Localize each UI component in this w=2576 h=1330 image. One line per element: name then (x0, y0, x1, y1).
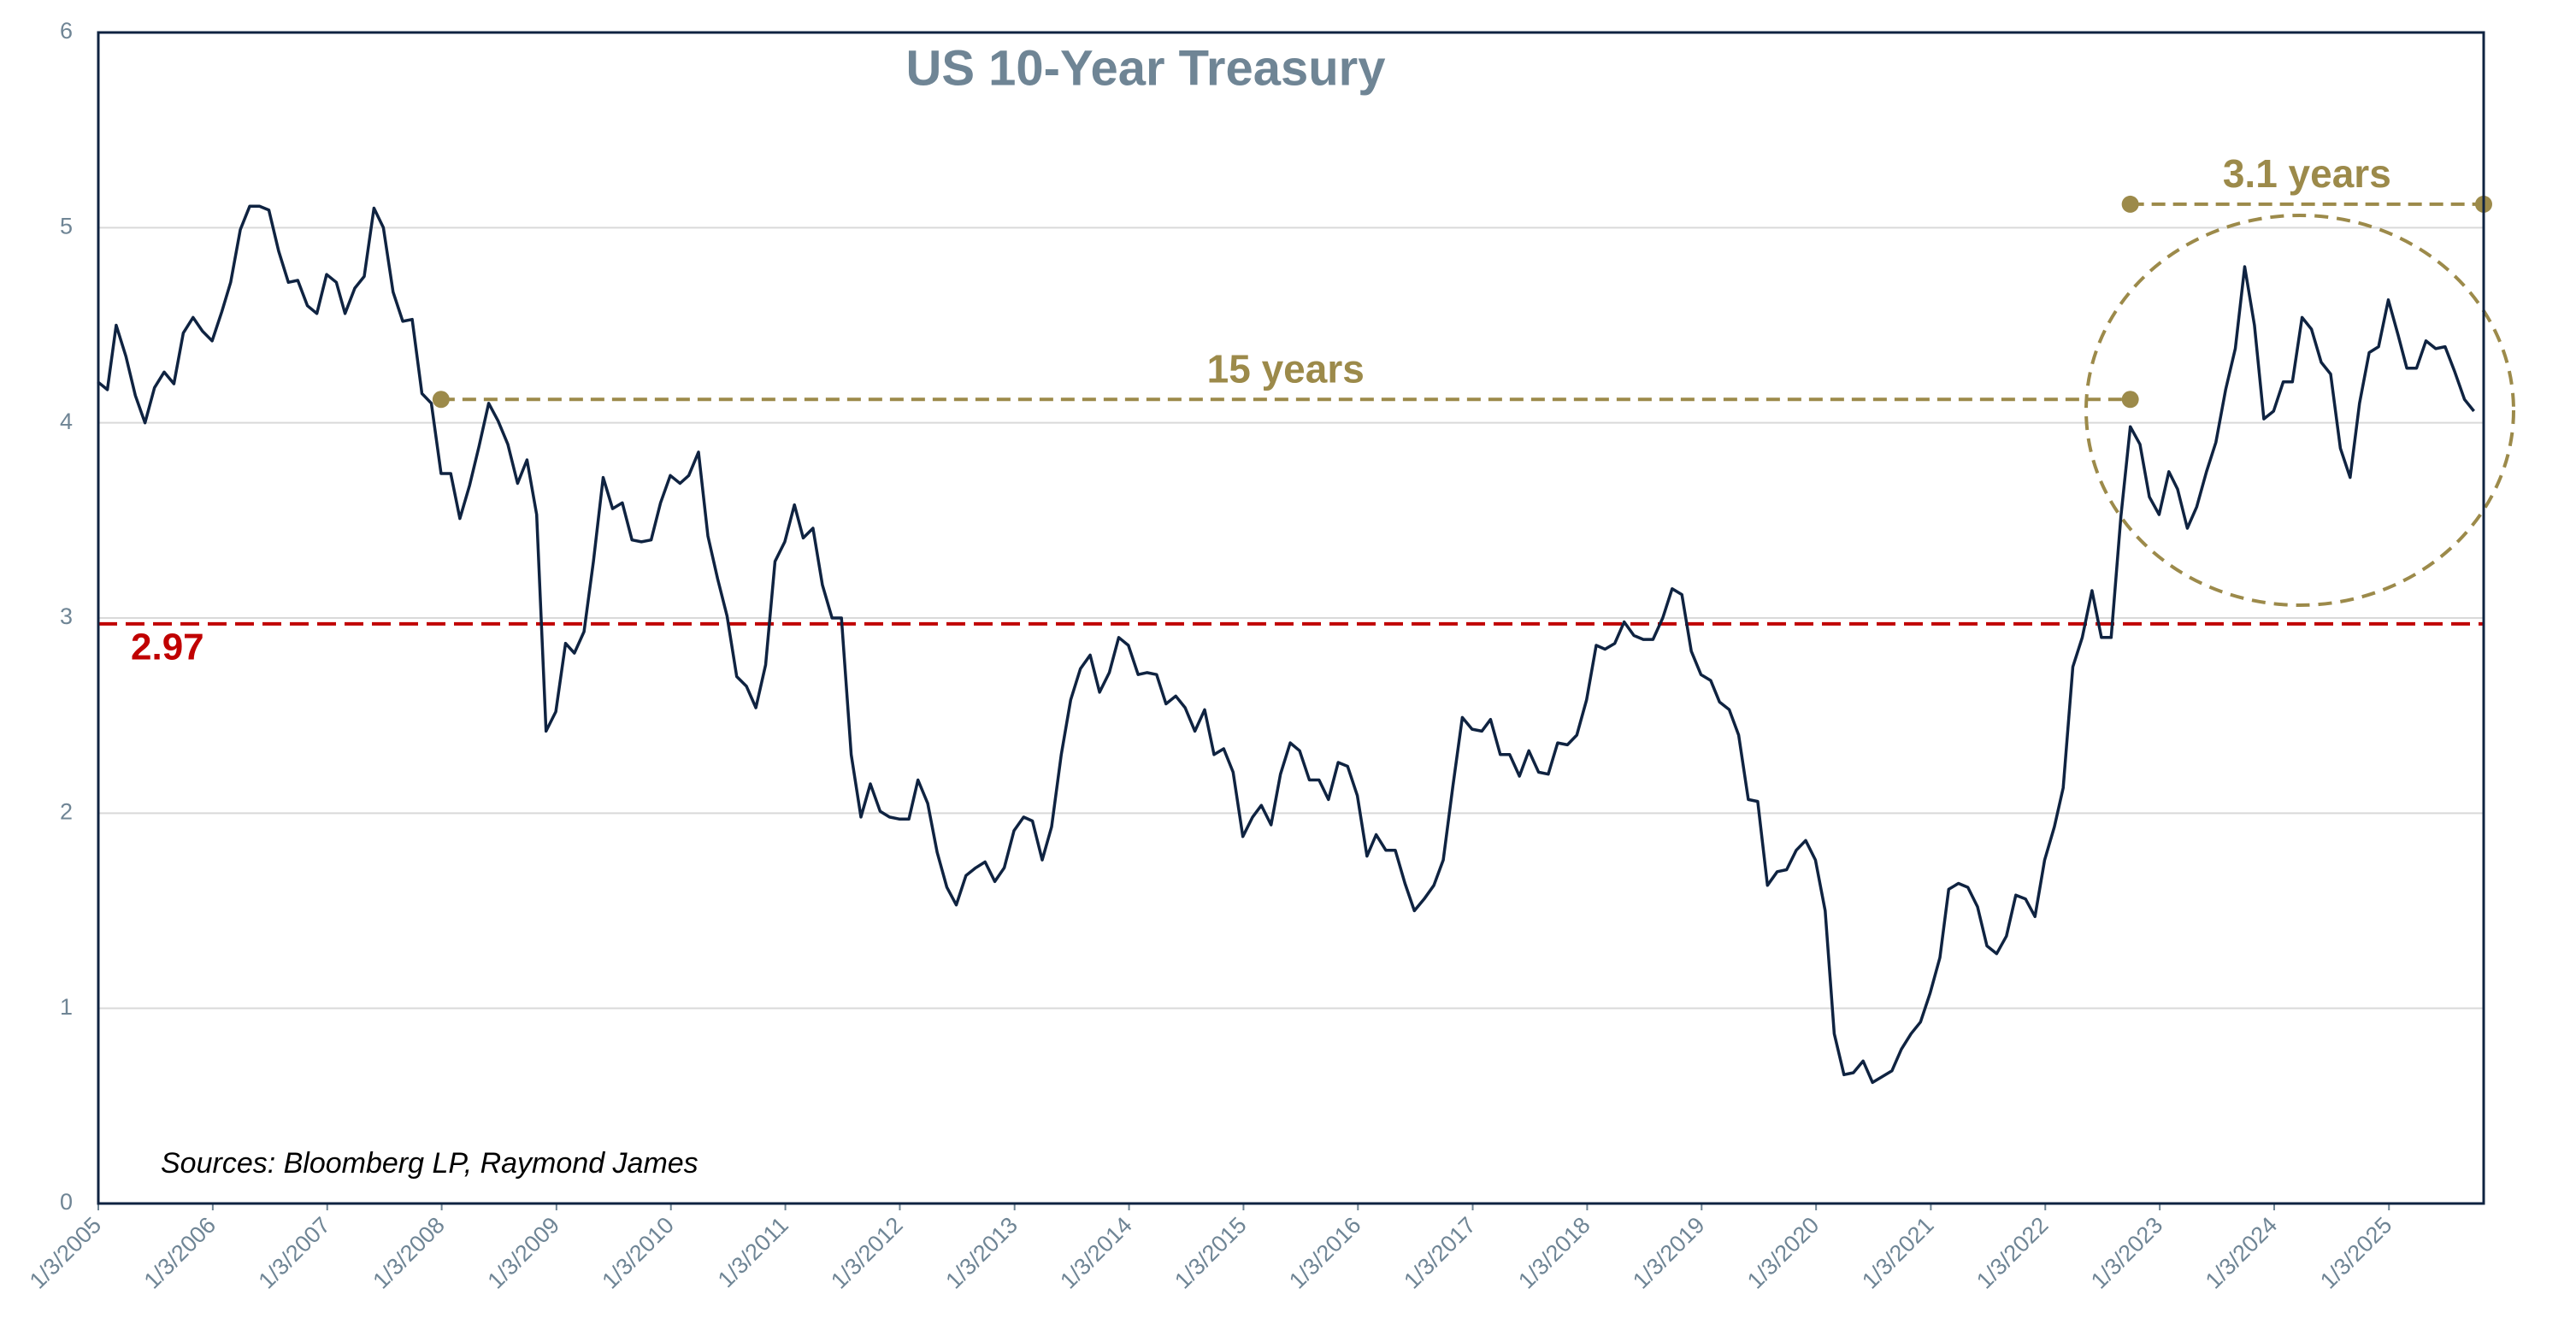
reference-label: 2.97 (131, 626, 204, 668)
span-label: 15 years (1207, 346, 1365, 391)
plot-frame (97, 31, 2485, 1205)
y-tick-label: 0 (60, 1189, 73, 1215)
span-end (2121, 195, 2139, 213)
y-tick-label: 3 (60, 603, 73, 629)
highlight-ellipse (2084, 214, 2515, 607)
span-end (432, 391, 450, 409)
y-tick-label: 4 (60, 409, 73, 434)
span-end (2121, 391, 2139, 409)
chart-title: US 10-Year Treasury (905, 40, 1385, 96)
span-label: 3.1 years (2223, 151, 2391, 196)
y-tick-label: 2 (60, 798, 73, 824)
y-tick-label: 1 (60, 994, 73, 1020)
y-tick-label: 6 (60, 18, 73, 44)
data-line (97, 204, 2475, 1085)
source-note: Sources: Bloomberg LP, Raymond James (161, 1147, 699, 1180)
y-tick-label: 5 (60, 213, 73, 238)
